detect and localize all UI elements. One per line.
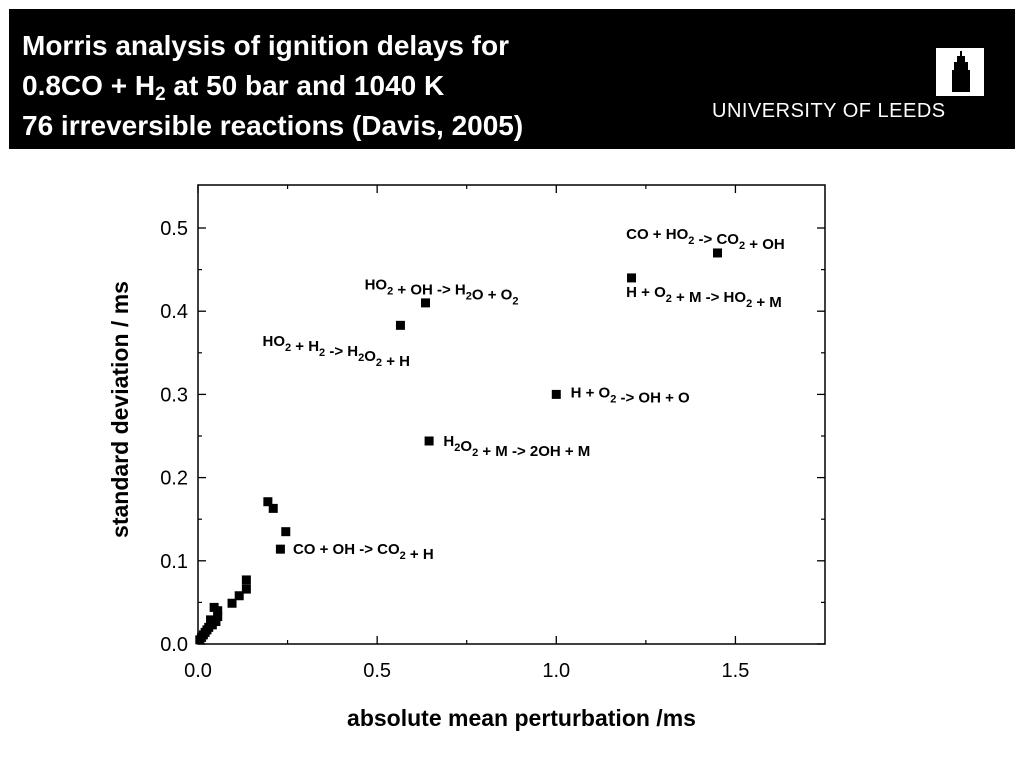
data-point [206, 615, 216, 625]
reaction-label-subscript: 2 [285, 342, 291, 354]
reaction-label: HO2 + OH -> H2O + O2 [365, 277, 519, 308]
reaction-label-subscript: 2 [376, 357, 382, 369]
reaction-label-subscript: 2 [472, 447, 478, 459]
reaction-label-subscript: 2 [739, 240, 745, 252]
reaction-label-part: + M -> HO [672, 289, 747, 306]
reaction-label-part: -> OH + O [616, 390, 690, 407]
title-line-2-a: 0.8CO + H [22, 70, 156, 101]
x-tick-label: 0.5 [363, 660, 391, 682]
plot-frame [197, 184, 826, 645]
data-point [627, 273, 637, 283]
data-point [195, 635, 205, 645]
reaction-label-subscript: 2 [358, 352, 364, 364]
y-tick-label: 0.2 [160, 468, 188, 490]
data-point [551, 389, 561, 399]
reaction-label-part: + M -> 2OH + M [478, 443, 590, 460]
tower-icon-svg [952, 51, 970, 92]
reaction-label-subscript: 2 [688, 235, 694, 247]
reaction-label-part: + OH -> H [393, 282, 466, 299]
y-tick-label: 0.3 [160, 384, 188, 406]
data-point [227, 598, 237, 608]
data-point [424, 436, 434, 446]
reaction-label-part: HO [365, 277, 388, 294]
y-tick-label: 0.1 [160, 551, 188, 573]
y-tick-label: 0.4 [160, 301, 188, 323]
title-line-2: 0.8CO + H2 at 50 bar and 1040 K [22, 66, 523, 106]
reaction-label: CO + OH -> CO2 + H [293, 541, 434, 563]
slide-title: Morris analysis of ignition delays for 0… [22, 26, 523, 146]
data-point [395, 320, 405, 330]
reaction-label-part: -> H [325, 343, 358, 360]
data-point [275, 544, 285, 554]
reaction-label: HO2 + H2 -> H2O2 + H [262, 333, 409, 370]
data-point [213, 612, 223, 622]
title-banner [9, 9, 1015, 149]
reaction-label-part: + M [752, 294, 782, 311]
reaction-label-part: CO + HO [626, 226, 688, 243]
tower-icon [936, 48, 984, 96]
reaction-label: H + O2 -> OH + O [571, 385, 690, 407]
reaction-label: CO + HO2 -> CO2 + OH [626, 226, 785, 253]
data-point [281, 527, 291, 537]
data-point [713, 248, 723, 258]
x-axis-title: absolute mean perturbation /ms [347, 705, 696, 731]
title-line-1: Morris analysis of ignition delays for [22, 30, 509, 61]
reaction-label-part: + H [291, 338, 319, 355]
reaction-label-subscript: 2 [512, 296, 518, 308]
data-point [421, 298, 431, 308]
reaction-label-subscript: 2 [746, 298, 752, 310]
reaction-label-part: O + O [472, 287, 513, 304]
data-point [234, 591, 244, 601]
reaction-label-part: + H [406, 546, 434, 563]
reaction-label-subscript: 2 [387, 286, 393, 298]
data-point [241, 584, 251, 594]
reaction-label: H2O2 + M -> 2OH + M [443, 433, 590, 460]
axis-ticks [197, 185, 825, 645]
reaction-label-part: O [460, 438, 472, 455]
reaction-label-part: O [364, 348, 376, 365]
tick-labels: 0.0 0.5 1.0 1.5 0.0 0.1 0.2 0.3 0.4 0.5 [160, 218, 749, 682]
reaction-label-part: HO [262, 333, 285, 350]
data-point [268, 503, 278, 513]
reaction-label-part: + OH [745, 236, 785, 253]
reaction-label-subscript: 2 [319, 347, 325, 359]
reaction-label-part: H [443, 433, 454, 450]
reaction-label-subscript: 2 [466, 291, 472, 303]
data-point [213, 606, 223, 616]
data-point [263, 497, 273, 507]
logo-text: UNIVERSITY OF LEEDS [712, 100, 946, 122]
x-tick-label: 0.0 [184, 660, 212, 682]
x-tick-label: 1.0 [542, 660, 570, 682]
reaction-label-part: + H [382, 353, 410, 370]
reaction-label-subscript: 2 [454, 442, 460, 454]
data-points [195, 248, 723, 645]
x-tick-label: 1.5 [722, 660, 750, 682]
data-point [241, 575, 251, 585]
title-line-2-b: at 50 bar and 1040 K [165, 70, 445, 101]
y-axis-title: standard deviation / ms [107, 281, 133, 538]
title-line-3: 76 irreversible reactions (Davis, 2005) [22, 110, 524, 141]
reaction-label-subscript: 2 [666, 293, 672, 305]
y-tick-label: 0.0 [160, 634, 188, 656]
title-line-2-sub: 2 [155, 84, 166, 105]
reaction-label-part: H + O [571, 385, 611, 402]
y-tick-label: 0.5 [160, 218, 188, 240]
annotations: CO + HO2 -> CO2 + OHH + O2 + M -> HO2 + … [262, 226, 784, 563]
reaction-label-subscript: 2 [610, 394, 616, 406]
reaction-label: H + O2 + M -> HO2 + M [626, 284, 782, 311]
reaction-label-part: H + O [626, 284, 666, 301]
reaction-label-part: -> CO [694, 231, 739, 248]
reaction-label-subscript: 2 [400, 550, 406, 562]
plot-border [197, 184, 826, 645]
reaction-label-part: CO + OH -> CO [293, 541, 400, 558]
